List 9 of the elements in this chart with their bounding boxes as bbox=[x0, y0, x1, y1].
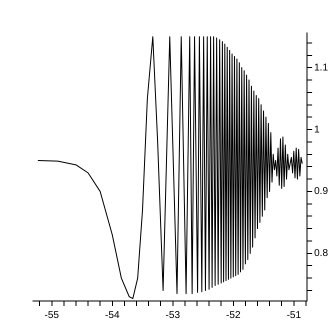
x-tick-label: -54 bbox=[105, 310, 120, 321]
x-tick-label: -52 bbox=[226, 310, 241, 321]
y-tick-label: 0.8 bbox=[314, 248, 328, 260]
x-tick-label: -51 bbox=[286, 310, 302, 321]
x-tick-label: -55 bbox=[44, 310, 60, 321]
y-tick-label: 1 bbox=[314, 124, 320, 136]
x-tick-label: -53 bbox=[166, 310, 180, 321]
y-tick-label: 1.1 bbox=[314, 62, 328, 74]
y-tick-label: 0.9 bbox=[314, 186, 328, 198]
